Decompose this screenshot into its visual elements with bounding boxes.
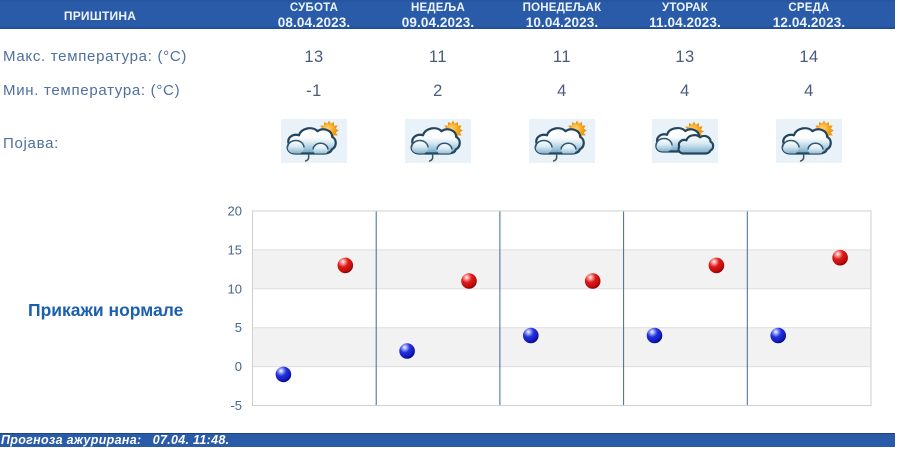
svg-text:5: 5 — [235, 320, 242, 335]
svg-text:15: 15 — [228, 242, 242, 257]
svg-text:0: 0 — [235, 359, 242, 374]
svg-text:20: 20 — [228, 204, 242, 219]
svg-text:-5: -5 — [230, 398, 242, 412]
svg-text:10: 10 — [228, 281, 242, 296]
